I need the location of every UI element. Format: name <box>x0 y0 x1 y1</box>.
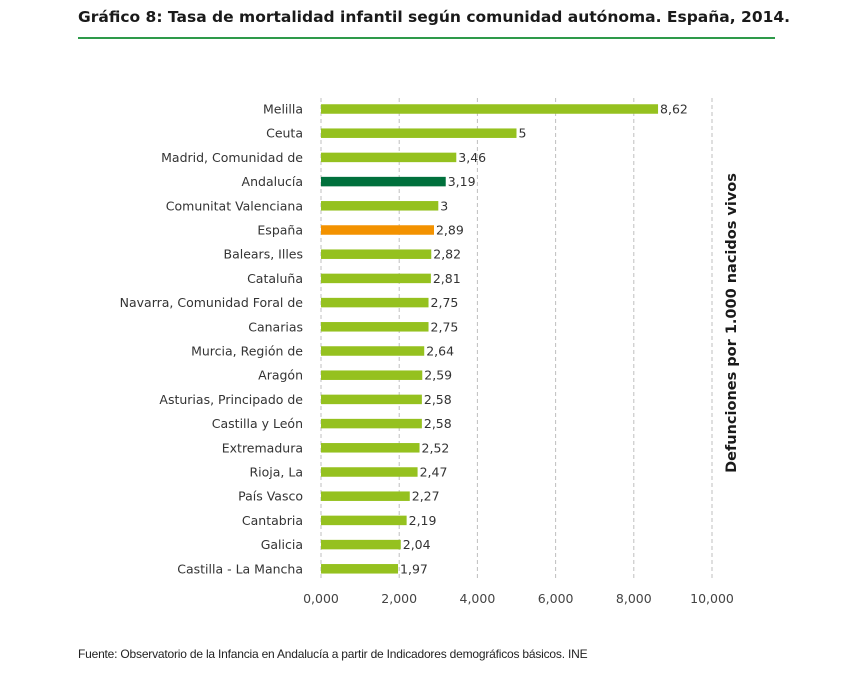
value-label: 2,64 <box>426 344 454 359</box>
category-label: Comunitat Valenciana <box>166 198 303 213</box>
value-label: 2,81 <box>433 271 461 286</box>
value-label: 3,19 <box>448 174 476 189</box>
value-label: 2,04 <box>403 537 431 552</box>
category-label: Castilla - La Mancha <box>177 561 303 576</box>
category-label: Galicia <box>261 537 303 552</box>
bar <box>321 467 418 477</box>
x-tick-label: 4,000 <box>460 591 496 606</box>
bar <box>321 152 457 163</box>
value-label: 2,59 <box>424 368 452 383</box>
category-label: Aragón <box>258 368 303 383</box>
value-label: 2,75 <box>431 319 459 334</box>
category-label: Rioja, La <box>249 465 303 480</box>
bar <box>321 370 423 380</box>
category-label: Balears, Illes <box>224 247 304 262</box>
value-label: 2,75 <box>431 295 459 310</box>
bar <box>321 201 439 211</box>
category-label: Melilla <box>263 102 303 117</box>
value-label: 2,58 <box>424 392 452 407</box>
category-label: Cantabria <box>242 513 303 528</box>
category-label: Navarra, Comunidad Foral de <box>120 295 304 310</box>
category-label: Ceuta <box>266 126 303 141</box>
bar <box>321 394 422 405</box>
category-label: Castilla y León <box>212 416 303 431</box>
category-label: Murcia, Región de <box>191 344 303 359</box>
value-label: 1,97 <box>400 561 428 576</box>
source-note: Fuente: Observatorio de la Infancia en A… <box>78 647 588 661</box>
category-label: España <box>257 223 303 238</box>
bar <box>321 273 431 284</box>
bar <box>321 225 434 235</box>
bar <box>321 443 420 453</box>
value-label: 2,19 <box>409 513 437 528</box>
category-label: Andalucía <box>242 174 303 189</box>
category-label: País Vasco <box>238 489 303 504</box>
bar <box>321 176 446 187</box>
bar <box>321 491 410 501</box>
x-tick-label: 8,000 <box>616 591 652 606</box>
bar <box>321 297 429 308</box>
bar <box>321 346 425 356</box>
bar <box>321 515 407 526</box>
x-tick-label: 0,000 <box>303 591 339 606</box>
category-label: Extremadura <box>222 440 303 455</box>
value-label: 8,62 <box>660 102 688 117</box>
value-label: 2,89 <box>436 223 464 238</box>
bar <box>321 539 401 550</box>
x-tick-label: 10,000 <box>690 591 734 606</box>
bar <box>321 564 399 574</box>
x-tick-label: 6,000 <box>538 591 574 606</box>
value-label: 2,58 <box>424 416 452 431</box>
bar <box>321 322 429 332</box>
bar <box>321 128 517 138</box>
chart-title: Gráfico 8: Tasa de mortalidad infantil s… <box>78 8 791 26</box>
bar <box>321 418 422 429</box>
value-label: 3 <box>440 198 448 213</box>
bar <box>321 249 432 259</box>
bar <box>321 104 659 114</box>
category-label: Cataluña <box>247 271 303 286</box>
category-label: Canarias <box>248 319 303 334</box>
axis-title: Defunciones por 1.000 nacidos vivos <box>724 173 740 473</box>
x-tick-label: 2,000 <box>381 591 417 606</box>
category-label: Madrid, Comunidad de <box>161 150 303 165</box>
value-label: 3,46 <box>458 150 486 165</box>
value-label: 5 <box>519 126 527 141</box>
title-rule <box>78 37 775 39</box>
value-label: 2,82 <box>433 247 461 262</box>
category-label: Asturias, Principado de <box>159 392 303 407</box>
value-label: 2,47 <box>420 465 448 480</box>
value-label: 2,52 <box>422 440 450 455</box>
value-label: 2,27 <box>412 489 440 504</box>
